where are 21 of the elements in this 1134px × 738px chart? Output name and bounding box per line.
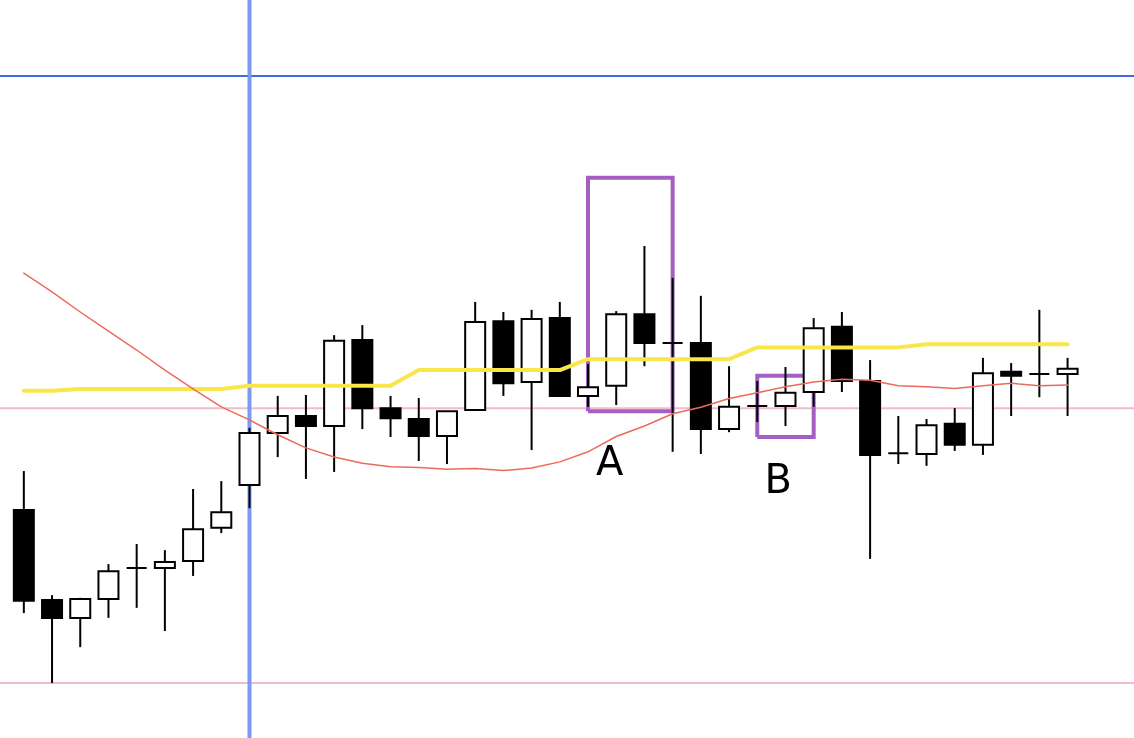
- candlestick: [1056, 356, 1079, 417]
- candlestick: [266, 394, 289, 459]
- candlestick: [69, 596, 92, 649]
- candlestick: [661, 276, 684, 453]
- candlestick: [746, 380, 769, 424]
- candlestick: [294, 394, 317, 480]
- candlestick: [1000, 362, 1023, 417]
- candlestick: [774, 366, 797, 428]
- candlestick: [125, 543, 148, 609]
- candlestick: [887, 414, 910, 466]
- candlestick: [943, 407, 966, 452]
- candlestick: [407, 397, 430, 462]
- candlestick: [1028, 308, 1051, 399]
- candlestick: [41, 594, 64, 684]
- annotation: A: [596, 438, 625, 485]
- candlestick: [153, 549, 176, 632]
- candlestick: [379, 394, 402, 438]
- annotation: B: [764, 456, 792, 503]
- candlestick: [210, 480, 233, 535]
- candlestick: [577, 362, 600, 408]
- candlestick: [718, 365, 741, 434]
